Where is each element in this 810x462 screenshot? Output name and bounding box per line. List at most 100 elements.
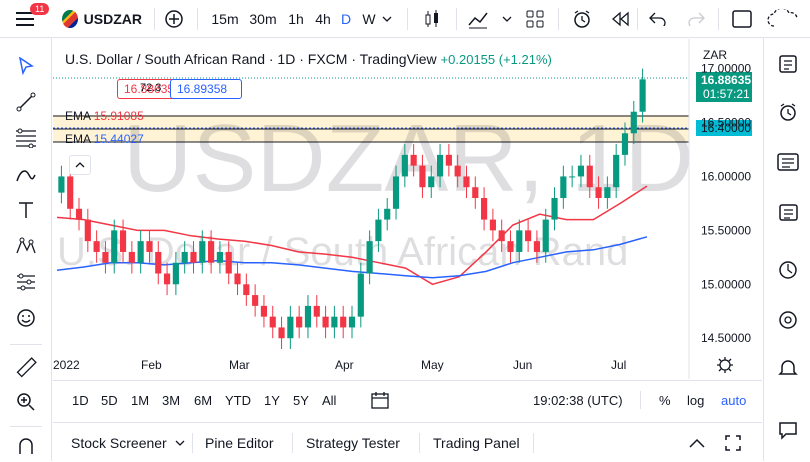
candle-body [234,273,241,285]
interval-15m[interactable]: 15m [211,11,239,27]
ema-slow-legend[interactable]: EMA 15.44027 [65,132,144,146]
chart-area[interactable]: USDZAR, 1D U.S. Dollar / South African R… [53,39,762,379]
level-price-tag [696,120,752,136]
range-5y[interactable]: 5Y [293,392,309,408]
log-toggle[interactable]: log [687,392,705,408]
time-tick-label: Apr [335,358,354,372]
chevron-down-icon[interactable] [500,0,514,38]
time-tick-label: Jun [513,358,532,372]
range-5d[interactable]: 5D [101,392,118,408]
candle-body [419,165,426,188]
magnet-icon[interactable] [12,432,40,460]
zoom-in-icon[interactable] [12,388,40,416]
candle-body [93,241,100,252]
range-all[interactable]: All [322,392,337,408]
alerts-icon[interactable] [774,98,802,126]
streams-icon[interactable] [774,256,802,284]
redo-icon[interactable] [684,0,708,38]
candle-body [401,154,408,177]
tab-stock-screener[interactable]: Stock Screener [71,423,185,462]
notification-badge: 11 [30,3,50,15]
candle-body [243,284,250,296]
tab-strategy-tester[interactable]: Strategy Tester [306,434,400,451]
ruler-icon[interactable] [12,354,40,382]
symbol-search[interactable]: USDZAR [62,0,142,38]
price-tick-label: 16.50000 [701,116,751,130]
price-tick-label: 15.00000 [701,277,751,291]
menu-icon[interactable] [10,0,40,38]
pattern-icon[interactable] [12,232,40,260]
fullscreen-box-icon[interactable] [730,0,754,38]
countdown-label: 01:57:21 [703,87,750,101]
layout-grid-icon[interactable] [524,0,546,38]
emoji-icon[interactable] [12,304,40,332]
indicators-icon[interactable] [466,0,490,38]
symbol-name: USDZAR [83,11,142,27]
interval-4h[interactable]: 4h [315,11,331,27]
replay-icon[interactable] [608,0,632,38]
candle-body [75,208,83,220]
calendar-icon[interactable] [774,306,802,334]
tab-trading-panel[interactable]: Trading Panel [433,434,520,451]
tab-stock-screener-label: Stock Screener [71,434,167,451]
percent-toggle[interactable]: % [659,392,671,408]
compare-icon[interactable] [163,0,185,38]
chat-icon[interactable] [774,416,802,444]
range-ytd[interactable]: YTD [225,392,251,408]
text-tool-icon[interactable] [12,196,40,224]
candles-group [58,68,646,350]
candle-body [472,187,479,199]
candle-body [489,219,496,231]
candle-body [67,176,74,209]
candle-body [137,241,144,263]
maximize-panel-icon[interactable] [725,423,741,462]
legend-title-text: U.S. Dollar / South African Rand · 1D · … [65,51,437,67]
range-1y[interactable]: 1Y [264,392,280,408]
data-window-icon[interactable] [774,148,802,176]
brush-icon[interactable] [12,160,40,188]
candle-body [58,176,65,193]
auto-toggle[interactable]: auto [721,392,747,408]
watchlist-icon[interactable] [774,50,802,78]
date-range-icon[interactable] [371,381,389,419]
interval-w[interactable]: W [362,11,376,27]
candle-body [384,208,391,220]
range-3m[interactable]: 3M [162,392,181,408]
range-6m[interactable]: 6M [194,392,213,408]
prediction-icon[interactable] [12,268,40,296]
candles-icon[interactable] [420,0,444,38]
chevron-down-icon[interactable] [380,0,394,38]
candle-body [190,251,197,263]
interval-30m[interactable]: 30m [249,11,277,27]
ideas-icon[interactable] [774,198,802,226]
utc-clock[interactable]: 19:02:38 (UTC) [533,392,623,408]
alert-clock-icon[interactable] [570,0,594,38]
interval-1h[interactable]: 1h [288,11,304,27]
range-1d[interactable]: 1D [72,392,89,408]
candle-body [428,176,435,188]
cloud-icon[interactable] [766,0,810,38]
collapse-panel-icon[interactable] [689,423,705,462]
ema-fast-legend[interactable]: EMA 15.91085 [65,109,144,123]
candle-body [630,111,637,134]
chart-canvas[interactable]: USDZAR, 1D U.S. Dollar / South African R… [53,39,762,379]
time-ticks: 2022 Feb Mar Apr May Jun Jul [53,358,626,372]
candle-body [392,176,400,209]
trend-line-icon[interactable] [12,88,40,116]
candle-body [613,154,620,188]
chart-legend-title: U.S. Dollar / South African Rand · 1D · … [65,51,552,67]
undo-icon[interactable] [646,0,670,38]
interval-d[interactable]: D [340,11,352,27]
fib-retracement-icon[interactable] [12,124,40,152]
buy-price-box[interactable]: 16.89358 [170,79,242,99]
notifications-icon[interactable] [774,354,802,382]
tab-pine-editor[interactable]: Pine Editor [205,434,274,451]
candle-body [304,305,312,328]
cursor-icon[interactable] [12,52,40,80]
settings-gear-icon[interactable] [717,357,733,373]
candle-body [586,165,593,188]
collapse-legend-button[interactable] [69,155,91,175]
time-tick-label: May [421,358,444,372]
range-1m[interactable]: 1M [131,392,150,408]
time-tick-label: Mar [229,358,250,372]
